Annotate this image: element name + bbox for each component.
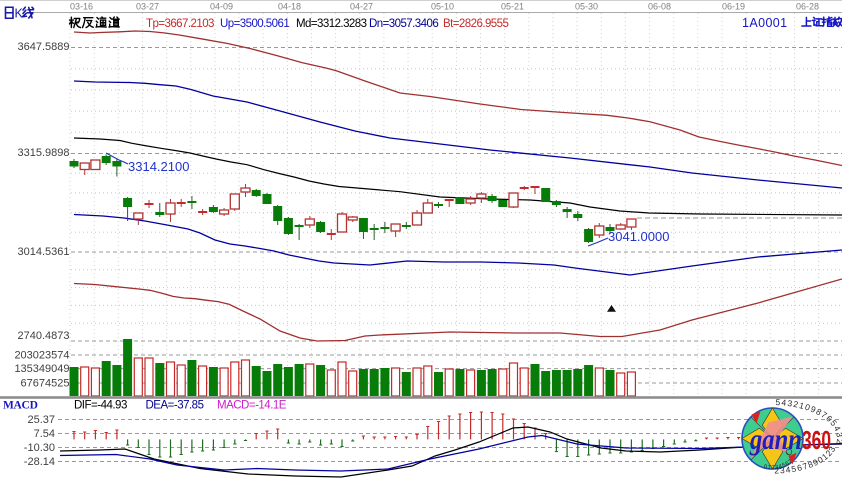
svg-text:67674525: 67674525 xyxy=(21,378,70,390)
svg-text:2740.4873: 2740.4873 xyxy=(18,330,70,342)
svg-text:05-21: 05-21 xyxy=(501,2,524,12)
svg-text:1A0001: 1A0001 xyxy=(742,16,788,30)
svg-text:3314.2100: 3314.2100 xyxy=(128,159,189,174)
svg-text:05-10: 05-10 xyxy=(431,2,454,12)
svg-text:06-08: 06-08 xyxy=(648,2,671,12)
svg-text:DEA=-37.85: DEA=-37.85 xyxy=(146,400,204,412)
svg-text:05-30: 05-30 xyxy=(575,2,598,12)
svg-text:04-27: 04-27 xyxy=(350,2,373,12)
svg-text:MACD=-14.1E: MACD=-14.1E xyxy=(217,400,287,412)
svg-text:3315.9898: 3315.9898 xyxy=(18,147,70,159)
svg-text:K: K xyxy=(15,7,24,21)
svg-text:25.37: 25.37 xyxy=(27,414,55,426)
svg-text:3041.0000: 3041.0000 xyxy=(608,229,669,244)
svg-text:04-09: 04-09 xyxy=(210,2,233,12)
svg-text:203023574: 203023574 xyxy=(14,350,69,362)
svg-text:06-28: 06-28 xyxy=(796,2,819,12)
svg-text:Bt=2826.9555: Bt=2826.9555 xyxy=(443,18,508,30)
svg-text:DIF=-44.93: DIF=-44.93 xyxy=(74,400,127,412)
svg-text:03-27: 03-27 xyxy=(136,2,159,12)
svg-text:Md=3312.3283: Md=3312.3283 xyxy=(296,18,367,30)
svg-text:135349049: 135349049 xyxy=(14,363,69,375)
svg-text:MACD: MACD xyxy=(3,400,38,412)
svg-text:360: 360 xyxy=(802,425,831,455)
svg-text:-28.14: -28.14 xyxy=(24,456,55,468)
svg-text:3014.5361: 3014.5361 xyxy=(18,246,70,258)
svg-text:06-19: 06-19 xyxy=(722,2,745,12)
svg-text:Dn=3057.3406: Dn=3057.3406 xyxy=(369,18,438,30)
svg-text:04-18: 04-18 xyxy=(278,2,301,12)
svg-text:gann: gann xyxy=(749,423,802,456)
svg-text:Tp=3667.2103: Tp=3667.2103 xyxy=(146,18,214,30)
svg-text:03-16: 03-16 xyxy=(70,2,93,12)
svg-text:-10.30: -10.30 xyxy=(24,442,55,454)
svg-text:7.54: 7.54 xyxy=(34,428,55,440)
svg-text:Up=3500.5061: Up=3500.5061 xyxy=(220,18,289,30)
svg-text:3647.5889: 3647.5889 xyxy=(18,41,70,53)
